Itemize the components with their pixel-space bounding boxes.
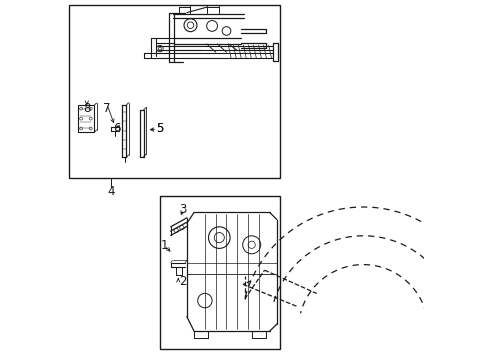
Text: 7: 7 [103, 102, 110, 114]
Bar [160, 196, 280, 349]
Bar [69, 5, 280, 178]
Bar [78, 105, 94, 132]
Text: 3: 3 [179, 203, 186, 216]
Text: 6: 6 [113, 122, 120, 135]
Text: 8: 8 [83, 102, 90, 114]
Text: 2: 2 [179, 275, 187, 288]
Text: 5: 5 [156, 122, 163, 135]
Text: 5: 5 [156, 122, 163, 135]
Text: 4: 4 [107, 185, 115, 198]
Text: 1: 1 [161, 239, 168, 252]
